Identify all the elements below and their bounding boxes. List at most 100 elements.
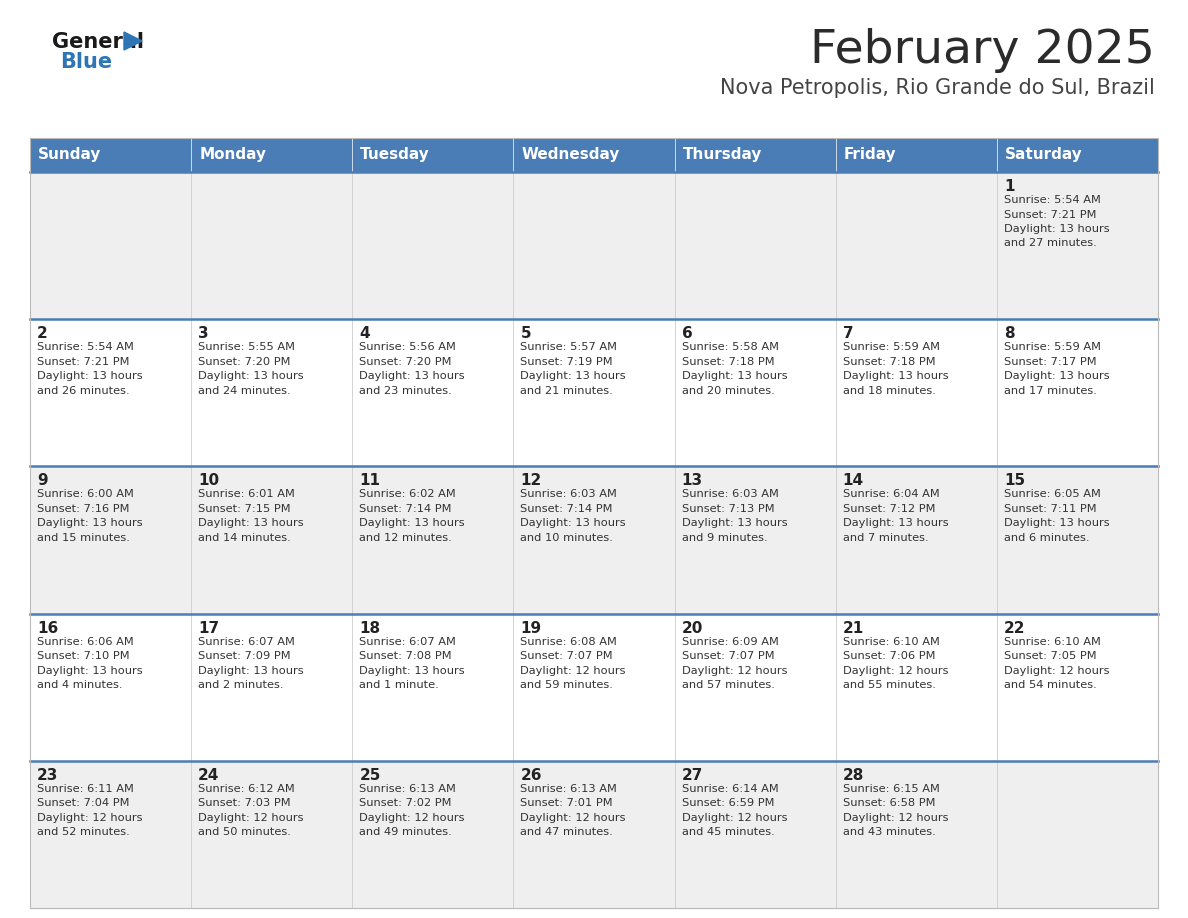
Text: and 52 minutes.: and 52 minutes. bbox=[37, 827, 129, 837]
Text: Sunrise: 6:07 AM: Sunrise: 6:07 AM bbox=[359, 636, 456, 646]
Text: Sunset: 7:21 PM: Sunset: 7:21 PM bbox=[1004, 209, 1097, 219]
Text: 15: 15 bbox=[1004, 474, 1025, 488]
Text: 22: 22 bbox=[1004, 621, 1025, 635]
Text: and 50 minutes.: and 50 minutes. bbox=[198, 827, 291, 837]
Text: Daylight: 13 hours: Daylight: 13 hours bbox=[37, 519, 143, 529]
Text: Sunrise: 6:13 AM: Sunrise: 6:13 AM bbox=[520, 784, 618, 794]
Text: 4: 4 bbox=[359, 326, 369, 341]
Text: Daylight: 12 hours: Daylight: 12 hours bbox=[682, 812, 788, 823]
Text: and 21 minutes.: and 21 minutes. bbox=[520, 386, 613, 396]
Text: Sunset: 7:07 PM: Sunset: 7:07 PM bbox=[682, 651, 775, 661]
Text: 3: 3 bbox=[198, 326, 209, 341]
Text: and 47 minutes.: and 47 minutes. bbox=[520, 827, 613, 837]
Text: Nova Petropolis, Rio Grande do Sul, Brazil: Nova Petropolis, Rio Grande do Sul, Braz… bbox=[720, 78, 1155, 98]
Text: 23: 23 bbox=[37, 767, 58, 783]
Text: Sunset: 7:06 PM: Sunset: 7:06 PM bbox=[842, 651, 935, 661]
Bar bbox=[353, 138, 513, 172]
Text: Sunset: 7:09 PM: Sunset: 7:09 PM bbox=[198, 651, 291, 661]
Text: and 17 minutes.: and 17 minutes. bbox=[1004, 386, 1097, 396]
Text: Sunrise: 6:09 AM: Sunrise: 6:09 AM bbox=[682, 636, 778, 646]
Text: Daylight: 13 hours: Daylight: 13 hours bbox=[842, 371, 948, 381]
Text: Sunset: 7:19 PM: Sunset: 7:19 PM bbox=[520, 357, 613, 366]
Bar bbox=[30, 613, 1158, 761]
Text: Daylight: 13 hours: Daylight: 13 hours bbox=[37, 371, 143, 381]
Text: 26: 26 bbox=[520, 767, 542, 783]
Text: 25: 25 bbox=[359, 767, 380, 783]
Text: 6: 6 bbox=[682, 326, 693, 341]
Text: and 57 minutes.: and 57 minutes. bbox=[682, 680, 775, 690]
Text: and 20 minutes.: and 20 minutes. bbox=[682, 386, 775, 396]
Text: 16: 16 bbox=[37, 621, 58, 635]
Text: Wednesday: Wednesday bbox=[522, 148, 620, 162]
Text: and 45 minutes.: and 45 minutes. bbox=[682, 827, 775, 837]
Text: Daylight: 13 hours: Daylight: 13 hours bbox=[1004, 371, 1110, 381]
Text: Sunset: 6:58 PM: Sunset: 6:58 PM bbox=[842, 799, 935, 809]
Text: Daylight: 13 hours: Daylight: 13 hours bbox=[682, 371, 788, 381]
Text: Daylight: 12 hours: Daylight: 12 hours bbox=[842, 666, 948, 676]
Text: and 24 minutes.: and 24 minutes. bbox=[198, 386, 291, 396]
Text: Sunset: 7:13 PM: Sunset: 7:13 PM bbox=[682, 504, 775, 514]
Text: Sunrise: 6:02 AM: Sunrise: 6:02 AM bbox=[359, 489, 456, 499]
Text: Thursday: Thursday bbox=[683, 148, 762, 162]
Text: and 15 minutes.: and 15 minutes. bbox=[37, 533, 129, 543]
Text: and 54 minutes.: and 54 minutes. bbox=[1004, 680, 1097, 690]
Text: Daylight: 13 hours: Daylight: 13 hours bbox=[1004, 224, 1110, 234]
Text: Sunset: 7:14 PM: Sunset: 7:14 PM bbox=[359, 504, 451, 514]
Text: Sunrise: 5:59 AM: Sunrise: 5:59 AM bbox=[842, 342, 940, 353]
Text: Daylight: 12 hours: Daylight: 12 hours bbox=[359, 812, 465, 823]
Bar bbox=[997, 138, 1158, 172]
Text: Sunrise: 6:01 AM: Sunrise: 6:01 AM bbox=[198, 489, 295, 499]
Text: 2: 2 bbox=[37, 326, 48, 341]
Bar bbox=[191, 138, 353, 172]
Text: Sunrise: 6:13 AM: Sunrise: 6:13 AM bbox=[359, 784, 456, 794]
Text: and 6 minutes.: and 6 minutes. bbox=[1004, 533, 1089, 543]
Text: and 2 minutes.: and 2 minutes. bbox=[198, 680, 284, 690]
Text: Sunset: 6:59 PM: Sunset: 6:59 PM bbox=[682, 799, 775, 809]
Text: Sunset: 7:15 PM: Sunset: 7:15 PM bbox=[198, 504, 291, 514]
Text: and 10 minutes.: and 10 minutes. bbox=[520, 533, 613, 543]
Text: Sunrise: 6:03 AM: Sunrise: 6:03 AM bbox=[520, 489, 618, 499]
Text: 11: 11 bbox=[359, 474, 380, 488]
Text: Daylight: 13 hours: Daylight: 13 hours bbox=[359, 519, 465, 529]
Text: and 14 minutes.: and 14 minutes. bbox=[198, 533, 291, 543]
Text: Daylight: 12 hours: Daylight: 12 hours bbox=[198, 812, 304, 823]
Text: 12: 12 bbox=[520, 474, 542, 488]
Text: Sunrise: 6:10 AM: Sunrise: 6:10 AM bbox=[1004, 636, 1101, 646]
Text: Sunrise: 5:57 AM: Sunrise: 5:57 AM bbox=[520, 342, 618, 353]
Text: 28: 28 bbox=[842, 767, 864, 783]
Text: and 12 minutes.: and 12 minutes. bbox=[359, 533, 453, 543]
Text: and 9 minutes.: and 9 minutes. bbox=[682, 533, 767, 543]
Text: Sunrise: 5:59 AM: Sunrise: 5:59 AM bbox=[1004, 342, 1101, 353]
Text: and 27 minutes.: and 27 minutes. bbox=[1004, 239, 1097, 249]
Text: Sunset: 7:04 PM: Sunset: 7:04 PM bbox=[37, 799, 129, 809]
Text: 18: 18 bbox=[359, 621, 380, 635]
Text: Monday: Monday bbox=[200, 148, 266, 162]
Bar bbox=[30, 319, 1158, 466]
Text: General: General bbox=[52, 32, 144, 52]
Text: Daylight: 12 hours: Daylight: 12 hours bbox=[37, 812, 143, 823]
Text: Sunrise: 6:03 AM: Sunrise: 6:03 AM bbox=[682, 489, 778, 499]
Text: Sunset: 7:12 PM: Sunset: 7:12 PM bbox=[842, 504, 935, 514]
Text: 10: 10 bbox=[198, 474, 220, 488]
Bar bbox=[675, 138, 835, 172]
Text: Saturday: Saturday bbox=[1005, 148, 1082, 162]
Text: Daylight: 13 hours: Daylight: 13 hours bbox=[520, 371, 626, 381]
Text: Sunrise: 6:04 AM: Sunrise: 6:04 AM bbox=[842, 489, 940, 499]
Text: 7: 7 bbox=[842, 326, 853, 341]
Text: Sunset: 7:05 PM: Sunset: 7:05 PM bbox=[1004, 651, 1097, 661]
Text: Daylight: 13 hours: Daylight: 13 hours bbox=[520, 519, 626, 529]
Text: Daylight: 12 hours: Daylight: 12 hours bbox=[520, 812, 626, 823]
Text: Sunrise: 6:07 AM: Sunrise: 6:07 AM bbox=[198, 636, 295, 646]
Text: and 59 minutes.: and 59 minutes. bbox=[520, 680, 613, 690]
Text: Sunrise: 6:08 AM: Sunrise: 6:08 AM bbox=[520, 636, 618, 646]
Text: Sunset: 7:21 PM: Sunset: 7:21 PM bbox=[37, 357, 129, 366]
Text: Daylight: 13 hours: Daylight: 13 hours bbox=[1004, 519, 1110, 529]
Text: Sunset: 7:18 PM: Sunset: 7:18 PM bbox=[842, 357, 935, 366]
Text: Sunset: 7:01 PM: Sunset: 7:01 PM bbox=[520, 799, 613, 809]
Text: February 2025: February 2025 bbox=[810, 28, 1155, 73]
Text: Sunrise: 5:58 AM: Sunrise: 5:58 AM bbox=[682, 342, 778, 353]
Text: Sunset: 7:20 PM: Sunset: 7:20 PM bbox=[359, 357, 451, 366]
Text: Sunrise: 6:14 AM: Sunrise: 6:14 AM bbox=[682, 784, 778, 794]
Text: Sunrise: 5:54 AM: Sunrise: 5:54 AM bbox=[1004, 195, 1101, 205]
Polygon shape bbox=[124, 32, 143, 50]
